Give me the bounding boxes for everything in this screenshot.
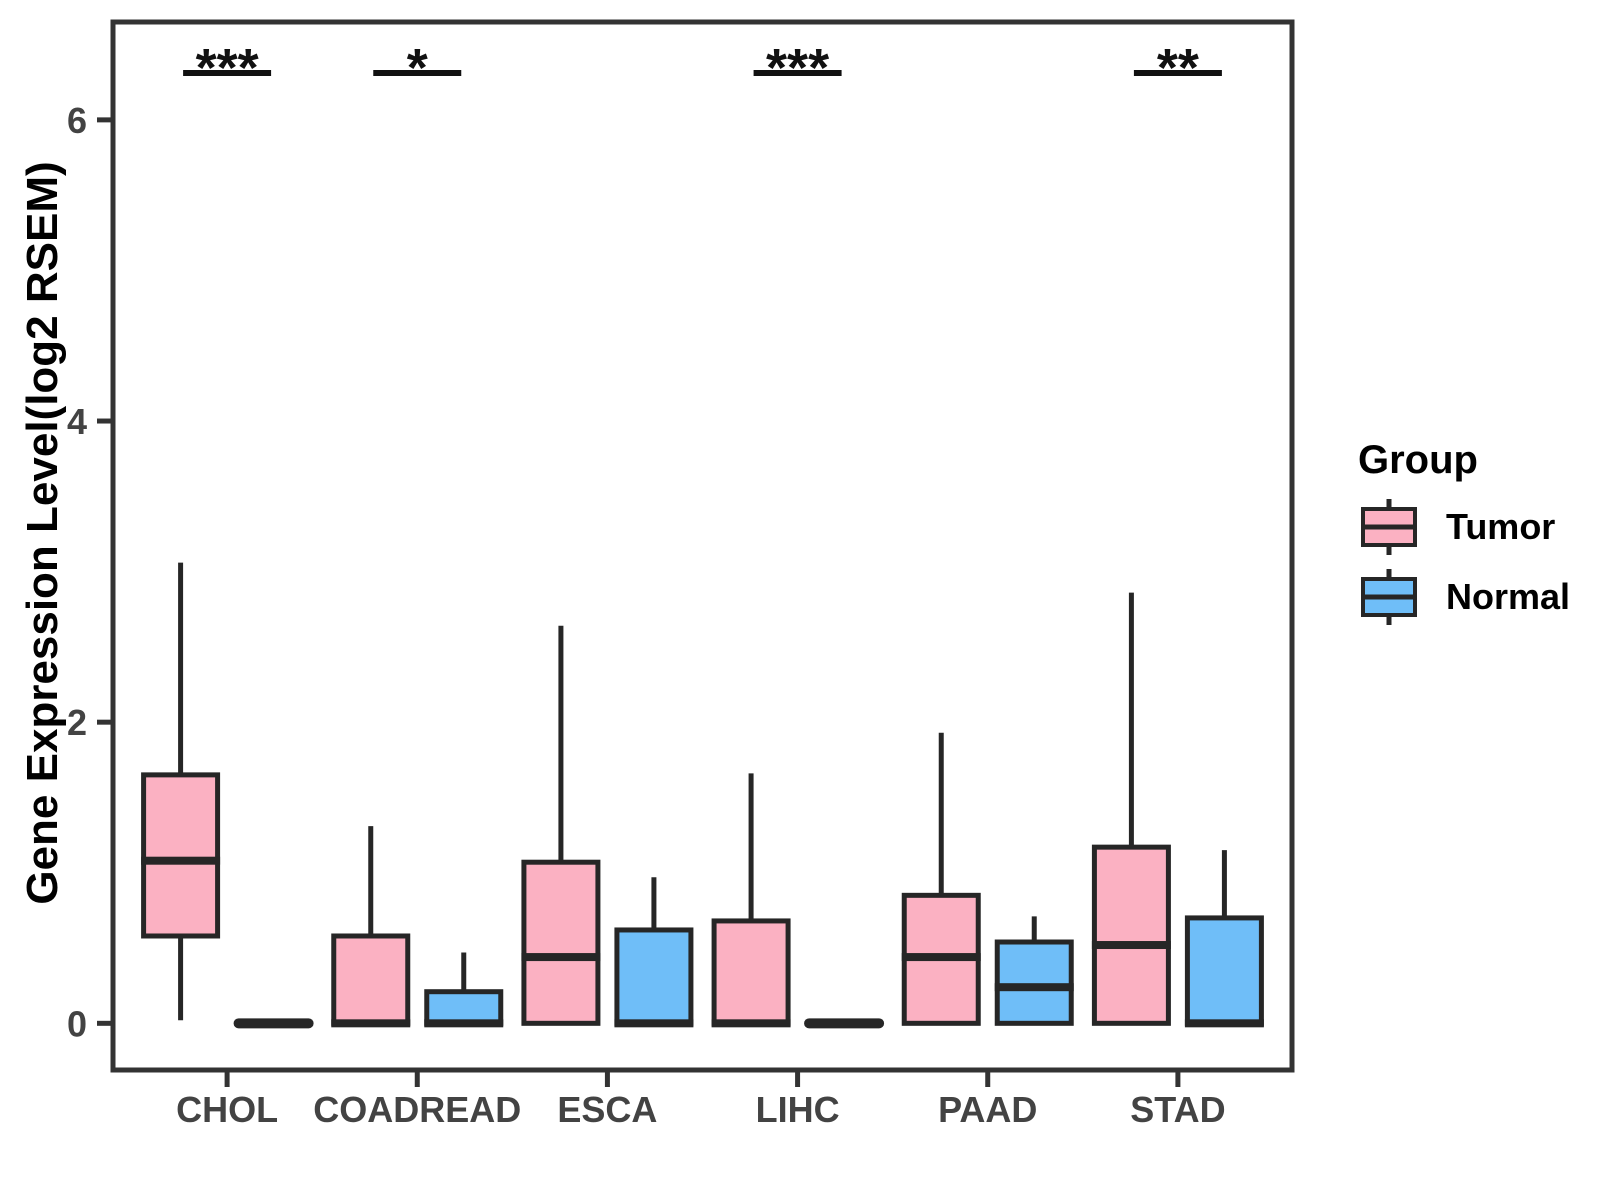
median-tumor-LIHC — [711, 1019, 791, 1028]
median-tumor-PAAD — [901, 953, 981, 962]
x-tick-label-LIHC: LIHC — [756, 1089, 840, 1130]
x-tick-label-COADREAD: COADREAD — [313, 1089, 521, 1130]
box-tumor-ESCA — [521, 859, 601, 1026]
median-normal-PAAD — [994, 983, 1074, 992]
x-tick-label-ESCA: ESCA — [557, 1089, 657, 1130]
y-tick-label: 0 — [67, 1003, 87, 1044]
y-tick-label: 2 — [67, 702, 87, 743]
median-tumor-STAD — [1091, 941, 1171, 950]
x-tick-label-STAD: STAD — [1130, 1089, 1225, 1130]
sig-stars-COADREAD: * — [407, 38, 428, 98]
sig-bar-STAD — [1133, 70, 1222, 76]
legend-item-tumor: Tumor — [1358, 497, 1570, 557]
legend-label-normal: Normal — [1446, 576, 1571, 617]
x-tick-label-PAAD: PAAD — [938, 1089, 1037, 1130]
sig-bar-CHOL — [183, 70, 272, 76]
box-tumor-LIHC — [711, 918, 791, 1026]
normal-boxplot-key-icon — [1358, 567, 1420, 627]
median-tumor-CHOL — [141, 856, 221, 865]
sig-stars-CHOL: *** — [196, 38, 259, 98]
legend-label-tumor: Tumor — [1446, 506, 1556, 547]
sig-stars-STAD: ** — [1157, 38, 1199, 98]
sig-bar-LIHC — [753, 70, 842, 76]
flat-box-normal-LIHC — [804, 1018, 885, 1029]
sig-stars-LIHC: *** — [766, 38, 829, 98]
y-axis-title: Gene Expression Level(log2 RSEM) — [18, 161, 67, 905]
tumor-boxplot-key-icon — [1358, 497, 1420, 557]
y-tick-label: 6 — [67, 100, 87, 141]
box-tumor-CHOL — [141, 772, 221, 939]
x-tick-label-CHOL: CHOL — [176, 1089, 278, 1130]
box-normal-COADREAD — [424, 989, 504, 1026]
legend: Group Tumor Normal — [1358, 438, 1570, 637]
flat-box-normal-CHOL — [233, 1018, 314, 1029]
box-tumor-COADREAD — [331, 933, 411, 1026]
y-tick-label: 4 — [67, 401, 87, 442]
legend-item-normal: Normal — [1358, 567, 1570, 627]
panel-border — [110, 19, 1295, 1073]
median-tumor-ESCA — [521, 953, 601, 962]
median-normal-STAD — [1184, 1019, 1264, 1028]
sig-bar-COADREAD — [373, 70, 462, 76]
median-normal-ESCA — [614, 1019, 694, 1028]
box-normal-ESCA — [614, 927, 694, 1026]
box-normal-PAAD — [994, 939, 1074, 1026]
legend-title: Group — [1358, 438, 1478, 482]
box-normal-STAD — [1184, 915, 1264, 1026]
median-normal-COADREAD — [424, 1019, 504, 1028]
median-tumor-COADREAD — [331, 1019, 411, 1028]
box-tumor-STAD — [1091, 844, 1171, 1026]
